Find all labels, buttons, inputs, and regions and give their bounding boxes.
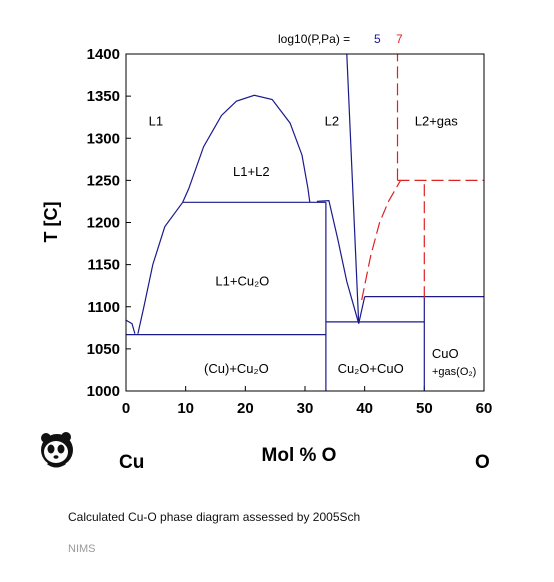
- legend: log10(P,Pa) = 5 7: [278, 32, 403, 46]
- element-right-label: O: [475, 452, 490, 473]
- phase-labels: L1 L2 L2+gas L1+L2 L1+Cu₂O (Cu)+Cu₂O Cu₂O+CuO C…: [149, 113, 477, 377]
- source-label: NIMS: [68, 543, 96, 555]
- series-5-line-1: [137, 201, 184, 334]
- series-5-line-5: [346, 53, 360, 324]
- x-tick-label: 50: [416, 400, 433, 417]
- x-tick-label: 30: [297, 400, 314, 417]
- y-tick-label: 1200: [87, 215, 120, 232]
- y-tick-label: 1350: [87, 88, 120, 105]
- phase-boundaries: [125, 53, 484, 391]
- phase-label: L2+gas: [415, 113, 459, 128]
- y-tick-label: 1000: [87, 383, 120, 400]
- phase-label: +gas(O₂): [432, 366, 476, 378]
- y-tick-label: 1400: [87, 46, 120, 63]
- series-5-line-0: [125, 319, 136, 334]
- y-axis-ticks: 1000 1050 1100 1150 1200 1250 1300 1350 1400: [87, 46, 131, 400]
- y-tick-label: 1150: [87, 257, 120, 274]
- x-tick-label: 60: [476, 400, 493, 417]
- x-tick-label: 0: [122, 400, 130, 417]
- figure-caption: Calculated Cu-O phase diagram assessed b…: [68, 510, 361, 524]
- phase-label: L1: [149, 113, 163, 128]
- phase-label: L2: [325, 113, 339, 128]
- series-5-line-2: [182, 94, 311, 203]
- plot-frame: [125, 53, 485, 392]
- y-tick-label: 1250: [87, 172, 120, 189]
- legend-title: log10(P,Pa) =: [278, 32, 350, 46]
- legend-entry: 5: [374, 32, 381, 46]
- y-tick-label: 1100: [87, 299, 120, 316]
- element-left-label: Cu: [119, 452, 144, 473]
- x-tick-label: 20: [237, 400, 254, 417]
- y-axis-label: T [C]: [41, 202, 61, 243]
- legend-entry: 7: [396, 32, 403, 46]
- panda-logo-icon: [41, 432, 73, 468]
- series-7-group: [361, 54, 484, 301]
- x-axis-label: Mol % O: [262, 445, 337, 466]
- series-5-group: [125, 53, 484, 391]
- series-5-line-6: [358, 296, 366, 324]
- series-7-line-0: [361, 180, 402, 301]
- phase-label: (Cu)+Cu₂O: [204, 361, 269, 376]
- y-tick-label: 1050: [87, 341, 120, 358]
- phase-label: L1+L2: [233, 164, 270, 179]
- y-tick-label: 1300: [87, 130, 120, 147]
- phase-label: L1+Cu₂O: [215, 273, 269, 288]
- series-5-line-4: [316, 199, 360, 324]
- phase-label: CuO: [432, 346, 459, 361]
- x-tick-label: 10: [177, 400, 194, 417]
- x-axis-ticks: 0 10 20 30 40 50 60: [122, 386, 493, 417]
- x-tick-label: 40: [356, 400, 373, 417]
- phase-label: Cu₂O+CuO: [338, 361, 404, 376]
